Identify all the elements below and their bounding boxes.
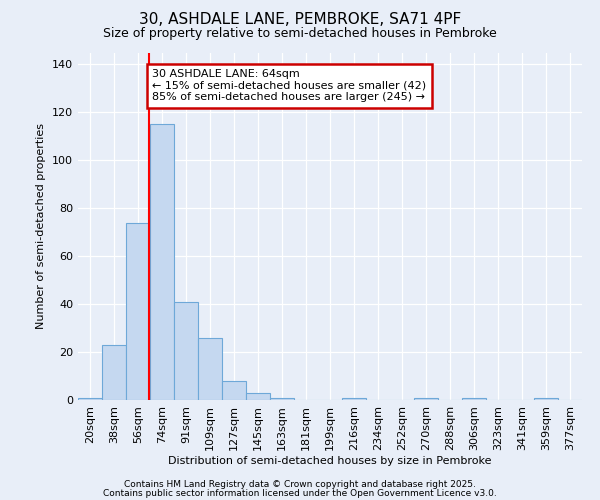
Bar	[126, 222, 150, 400]
Bar	[198, 338, 222, 400]
Bar	[150, 124, 174, 400]
Bar	[222, 381, 246, 400]
Bar	[462, 398, 486, 400]
Bar	[270, 398, 294, 400]
Y-axis label: Number of semi-detached properties: Number of semi-detached properties	[37, 123, 46, 329]
Bar	[78, 398, 102, 400]
Bar	[414, 398, 438, 400]
Text: 30 ASHDALE LANE: 64sqm
← 15% of semi-detached houses are smaller (42)
85% of sem: 30 ASHDALE LANE: 64sqm ← 15% of semi-det…	[152, 70, 427, 102]
Text: Contains HM Land Registry data © Crown copyright and database right 2025.: Contains HM Land Registry data © Crown c…	[124, 480, 476, 489]
Bar	[102, 345, 126, 400]
Text: Size of property relative to semi-detached houses in Pembroke: Size of property relative to semi-detach…	[103, 28, 497, 40]
Text: 30, ASHDALE LANE, PEMBROKE, SA71 4PF: 30, ASHDALE LANE, PEMBROKE, SA71 4PF	[139, 12, 461, 28]
Bar	[246, 393, 270, 400]
Bar	[174, 302, 198, 400]
X-axis label: Distribution of semi-detached houses by size in Pembroke: Distribution of semi-detached houses by …	[168, 456, 492, 466]
Text: Contains public sector information licensed under the Open Government Licence v3: Contains public sector information licen…	[103, 490, 497, 498]
Bar	[342, 398, 366, 400]
Bar	[534, 398, 558, 400]
